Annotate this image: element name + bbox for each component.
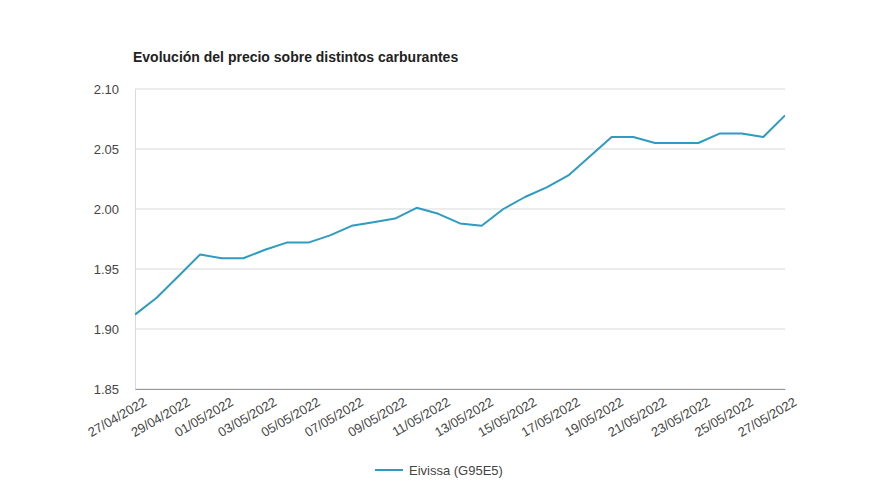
legend: Eivissa (G95E5): [375, 463, 503, 478]
grid-line: [135, 149, 785, 150]
legend-label: Eivissa (G95E5): [409, 463, 503, 478]
grid-line: [135, 269, 785, 270]
y-tick-label: 2.00: [94, 202, 119, 217]
y-tick: 1.95: [94, 262, 135, 277]
title: Evolución del precio sobre distintos car…: [133, 49, 458, 65]
y-tick: 1.85: [94, 382, 135, 397]
grid-line: [135, 389, 785, 390]
y-tick-label: 1.95: [94, 262, 119, 277]
y-tick: 2.00: [94, 202, 135, 217]
x-tick: 27/05/2022: [735, 389, 799, 440]
plot: 1.85 1.90 1.95 2.00 2.05 2.10 27/04/202229/04/…: [85, 82, 799, 440]
y-tick-label: 1.85: [94, 382, 119, 397]
grid: [135, 89, 785, 389]
grid-line: [135, 89, 785, 90]
y-tick: 1.90: [94, 322, 135, 337]
x-axis: 27/04/202229/04/202201/05/202203/05/2022…: [85, 389, 799, 440]
y-tick: 2.05: [94, 142, 135, 157]
x-tick-label: 27/05/2022: [735, 394, 799, 440]
y-tick-label: 2.10: [94, 82, 119, 97]
legend-swatch: [375, 469, 403, 471]
y-tick-label: 1.90: [94, 322, 119, 337]
y-axis: 1.85 1.90 1.95 2.00 2.05 2.10: [94, 82, 136, 397]
y-axis-line: [135, 90, 136, 390]
grid-line: [135, 209, 785, 210]
line: [135, 115, 785, 314]
grid-line: [135, 329, 785, 330]
chart: Evolución del precio sobre distintos car…: [0, 0, 880, 495]
series-group: [135, 115, 785, 314]
y-tick-label: 2.05: [94, 142, 119, 157]
y-tick: 2.10: [94, 82, 135, 97]
x-axis-line: [136, 389, 786, 390]
